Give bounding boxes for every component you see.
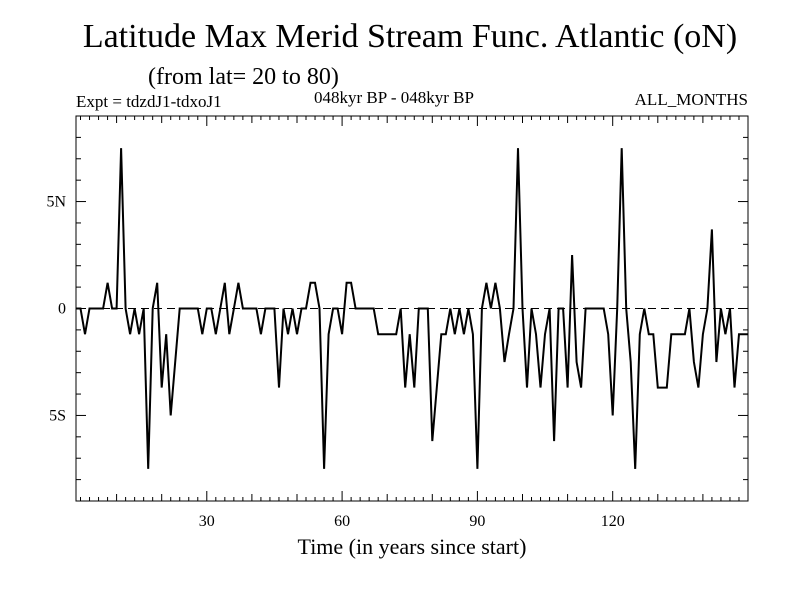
period-label: 048kyr BP - 048kyr BP [314,88,474,107]
experiment-label: Expt = tdzdJ1-tdxoJ1 [76,92,222,111]
y-tick-label: 5S [49,407,66,424]
y-tick-label: 5N [46,194,66,211]
x-tick-label: 30 [199,513,215,530]
chart-subtitle: (from lat= 20 to 80) [148,64,339,90]
ticks-group: 30 60 90 120 5N 0 5S [46,115,749,530]
series-group [76,148,748,469]
x-axis-label: Time (in years since start) [298,534,527,559]
x-tick-label: 60 [334,513,350,530]
y-tick-label: 0 [58,301,66,318]
chart-title: Latitude Max Merid Stream Func. Atlantic… [82,18,738,55]
series-line [76,148,748,469]
x-tick-label: 90 [469,513,485,530]
plot-frame [75,115,749,502]
axes-group [75,115,749,502]
months-label: ALL_MONTHS [634,90,748,109]
x-tick-label: 120 [601,513,625,530]
